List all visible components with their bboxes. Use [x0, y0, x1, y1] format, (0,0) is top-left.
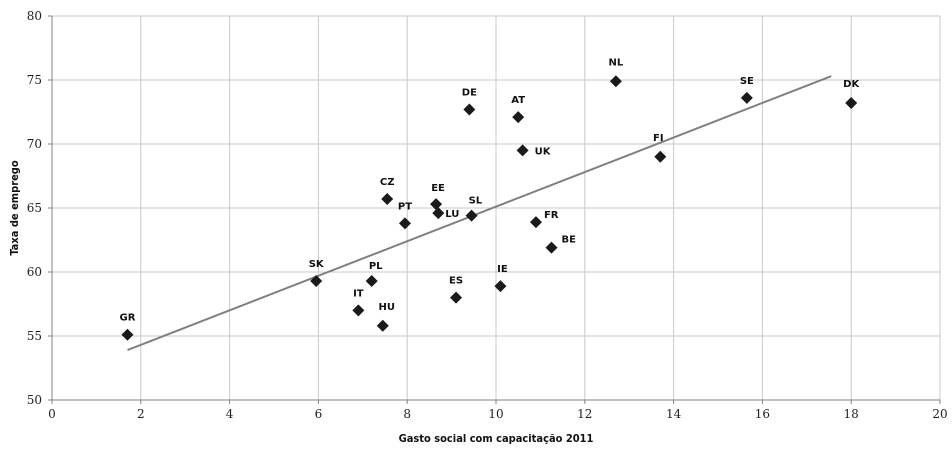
x-tick-label: 18: [844, 407, 859, 421]
point-label-fi: FI: [653, 133, 664, 144]
y-tick-label: 55: [27, 329, 42, 343]
point-label-gr: GR: [120, 313, 136, 324]
axes: [48, 15, 941, 404]
data-point-de: [463, 103, 476, 116]
grid: [52, 15, 941, 400]
data-point-sk: [310, 274, 323, 287]
data-point-pt: [398, 217, 411, 230]
point-label-pt: PT: [398, 201, 412, 212]
data-point-se: [740, 91, 753, 104]
point-label-cz: CZ: [380, 177, 395, 188]
point-label-ee: EE: [431, 183, 445, 194]
y-tick-label: 75: [27, 73, 42, 87]
y-axis-title: Taxa de emprego: [8, 160, 21, 256]
point-label-se: SE: [740, 76, 754, 87]
trendline: [127, 75, 832, 352]
point-label-it: IT: [353, 288, 364, 299]
x-tick-label: 16: [755, 407, 770, 421]
data-point-fi: [654, 150, 667, 163]
y-tick-label: 50: [27, 393, 42, 407]
data-point-gr: [121, 328, 134, 341]
point-label-nl: NL: [609, 57, 624, 68]
point-label-ie: IE: [497, 264, 508, 275]
data-points: [121, 75, 858, 341]
x-axis-title: Gasto social com capacitação 2011: [399, 432, 594, 445]
x-tick-label: 2: [137, 407, 145, 421]
x-tick-label: 4: [226, 407, 234, 421]
point-label-uk: UK: [535, 146, 552, 157]
point-label-hu: HU: [379, 302, 396, 313]
y-tick-label: 65: [27, 201, 42, 215]
data-point-es: [450, 291, 463, 304]
point-label-sl: SL: [469, 196, 483, 207]
data-point-uk: [516, 144, 529, 157]
point-label-pl: PL: [369, 261, 383, 272]
point-label-dk: DK: [843, 79, 860, 90]
data-point-fr: [529, 216, 542, 229]
x-tick-label: 6: [315, 407, 323, 421]
y-tick-label: 60: [27, 265, 42, 279]
x-tick-label: 14: [666, 407, 682, 421]
point-label-es: ES: [449, 276, 463, 287]
data-point-ie: [494, 280, 507, 293]
data-point-dk: [845, 97, 858, 110]
x-tick-label: 10: [488, 407, 503, 421]
point-label-be: BE: [562, 235, 577, 246]
point-label-de: DE: [462, 87, 477, 98]
data-point-nl: [609, 75, 622, 88]
y-tick-label: 70: [27, 137, 42, 151]
data-point-at: [512, 111, 525, 124]
point-label-at: AT: [511, 95, 525, 106]
x-tick-label: 20: [932, 407, 947, 421]
data-point-ee: [430, 198, 443, 211]
data-point-pl: [365, 274, 378, 287]
x-tick-label: 0: [48, 407, 56, 421]
data-point-sl: [465, 209, 478, 222]
y-tick-label: 80: [27, 9, 42, 23]
point-label-lu: LU: [445, 209, 459, 220]
x-tick-label: 12: [577, 407, 592, 421]
data-point-lu: [432, 207, 445, 220]
point-labels: GR SK IT PL HU CZ PT EE LU ES DE SL IE AT UK FR BE NL FI SE…: [120, 57, 861, 323]
data-point-be: [545, 241, 558, 254]
point-label-sk: SK: [309, 259, 325, 270]
data-point-it: [352, 304, 365, 317]
tick-labels: 0 2 4 6 8 10 12 14 16 18 20 50 55 60 65 70 75 80: [27, 9, 948, 421]
data-point-hu: [376, 319, 389, 332]
x-tick-label: 8: [403, 407, 411, 421]
trendline-layer: [127, 75, 832, 352]
point-label-fr: FR: [544, 210, 559, 221]
data-point-cz: [381, 193, 394, 206]
